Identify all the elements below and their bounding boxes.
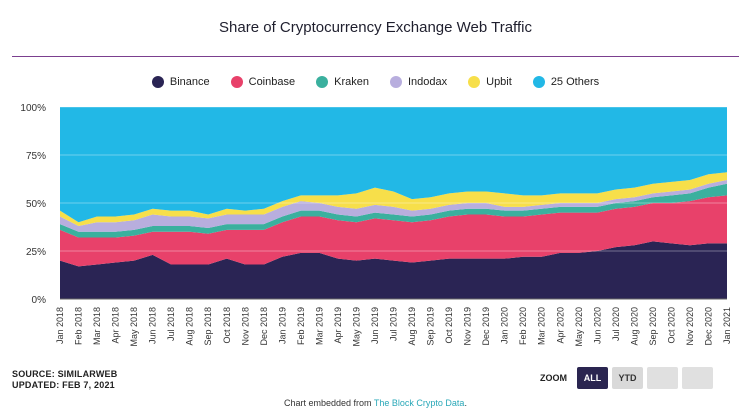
x-tick-label: Mar 2020 (537, 307, 547, 345)
x-tick-label: Nov 2019 (463, 307, 473, 346)
credit-link[interactable]: The Block Crypto Data (373, 398, 465, 408)
x-tick-label: Feb 2020 (518, 307, 528, 345)
zoom-button-3[interactable] (647, 367, 678, 389)
x-tick-label: Sep 2018 (203, 307, 213, 346)
x-tick-label: Oct 2019 (444, 307, 454, 344)
legend-label: Binance (169, 76, 210, 88)
legend-label: Upbit (486, 76, 512, 88)
legend-swatch (316, 76, 329, 88)
legend-item-25-others[interactable]: 25 Others (532, 76, 600, 88)
x-tick-label: Dec 2020 (703, 307, 713, 346)
y-tick-label: 75% (26, 151, 46, 162)
legend-swatch (389, 76, 402, 88)
area-upbit[interactable] (60, 172, 727, 227)
x-tick-label: Sep 2020 (648, 307, 658, 346)
x-tick-label: Mar 2018 (92, 307, 102, 345)
stacked-area-chart: 0% 25% 50% 75% 100% Jan 2018 Feb 2018 Mar 2018 A… (20, 103, 732, 347)
embed-credit: Chart embedded from The Block Crypto Dat… (0, 398, 751, 408)
chart-title: Share of Cryptocurrency Exchange Web Tra… (219, 19, 532, 36)
legend-item-binance[interactable]: Binance (151, 76, 210, 88)
y-tick-label: 0% (32, 295, 47, 306)
x-tick-label: Jan 2019 (277, 307, 287, 344)
legend-item-upbit[interactable]: Upbit (468, 76, 512, 88)
x-tick-label: Feb 2019 (296, 307, 306, 345)
x-tick-label: Nov 2018 (240, 307, 250, 346)
x-tick-label: Aug 2020 (629, 307, 639, 346)
area-25-others[interactable] (60, 107, 727, 223)
zoom-controls: ZOOM ALL YTD (540, 367, 713, 389)
legend-swatch (151, 76, 164, 88)
x-tick-label: Jan 2018 (55, 307, 65, 344)
legend-label: Coinbase (248, 76, 296, 88)
x-tick-label: Jan 2020 (500, 307, 510, 344)
x-tick-label: Jul 2018 (166, 307, 176, 341)
area-indodax[interactable] (60, 179, 727, 232)
legend-label: 25 Others (550, 76, 600, 88)
legend-label: Kraken (334, 76, 369, 88)
x-tick-label: Dec 2018 (259, 307, 269, 346)
x-tick-label: Oct 2020 (666, 307, 676, 344)
x-tick-label: Apr 2020 (555, 307, 565, 344)
zoom-button-4[interactable] (682, 367, 713, 389)
source-line: SOURCE: SIMILARWEB (12, 369, 118, 379)
credit-prefix: Chart embedded from (284, 398, 374, 408)
source-note: SOURCE: SIMILARWEB UPDATED: FEB 7, 2021 (12, 369, 117, 391)
legend-swatch (532, 76, 545, 88)
x-tick-label: Mar 2019 (314, 307, 324, 345)
x-tick-label: Jul 2020 (611, 307, 621, 341)
chart-legend: Binance Coinbase Kraken Indodax Upbit 25 Othe… (0, 76, 751, 88)
x-tick-label: Jan 2021 (722, 307, 732, 344)
credit-suffix: . (464, 398, 467, 408)
zoom-ytd-button[interactable]: YTD (612, 367, 643, 389)
x-tick-label: May 2019 (351, 307, 361, 347)
x-tick-label: Jun 2018 (148, 307, 158, 344)
x-tick-label: Nov 2020 (685, 307, 695, 346)
legend-item-coinbase[interactable]: Coinbase (230, 76, 296, 88)
x-tick-label: Aug 2019 (407, 307, 417, 346)
x-tick-label: Aug 2018 (185, 307, 195, 346)
x-tick-label: May 2018 (129, 307, 139, 347)
y-tick-label: 100% (20, 103, 46, 114)
legend-label: Indodax (407, 76, 448, 88)
x-tick-label: Jul 2019 (389, 307, 399, 341)
y-tick-label: 25% (26, 247, 46, 258)
x-tick-label: Jun 2020 (592, 307, 602, 344)
area-coinbase[interactable] (60, 195, 727, 267)
legend-item-kraken[interactable]: Kraken (316, 76, 369, 88)
legend-swatch (468, 76, 481, 88)
x-tick-label: Sep 2019 (426, 307, 436, 346)
x-tick-label: May 2020 (574, 307, 584, 347)
area-binance[interactable] (60, 241, 727, 299)
x-tick-label: Oct 2018 (222, 307, 232, 344)
x-tick-label: Feb 2018 (74, 307, 84, 345)
x-tick-label: Apr 2018 (111, 307, 121, 344)
x-tick-label: Apr 2019 (333, 307, 343, 344)
legend-item-indodax[interactable]: Indodax (389, 76, 448, 88)
updated-line: UPDATED: FEB 7, 2021 (12, 380, 115, 390)
legend-swatch (230, 76, 243, 88)
zoom-label: ZOOM (540, 373, 567, 383)
x-tick-label: Dec 2019 (481, 307, 491, 346)
x-tick-label: Jun 2019 (370, 307, 380, 344)
y-tick-label: 50% (26, 199, 46, 210)
title-divider (12, 56, 739, 57)
zoom-all-button[interactable]: ALL (577, 367, 608, 389)
